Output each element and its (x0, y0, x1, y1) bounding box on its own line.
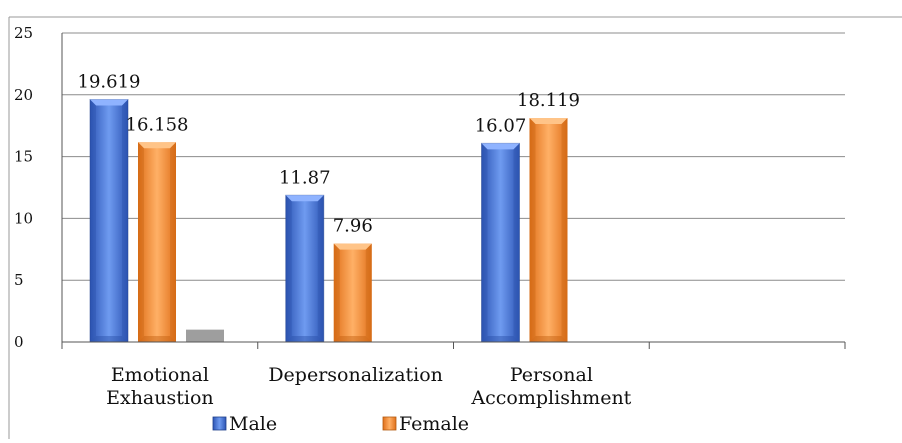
data-label: 11.87 (279, 167, 331, 188)
data-label: 18.119 (517, 90, 580, 111)
bar-bevel-top (138, 142, 176, 149)
bar-bevel-top (481, 143, 520, 150)
category-label: Emotional (111, 364, 209, 386)
bar (529, 118, 568, 342)
data-labels: 19.619 11.87 16.07 16.158 7.96 18.119 (78, 72, 580, 237)
legend-item: Male (212, 413, 277, 435)
bar-bevel-bottom (333, 336, 372, 342)
bar-bevel-right (122, 99, 128, 343)
bars (89, 99, 568, 343)
bar-bevel-left (481, 143, 488, 342)
legend: Male Female (212, 413, 469, 435)
y-tick-label: 15 (14, 148, 33, 166)
legend-label: Male (229, 413, 277, 435)
bar (138, 142, 176, 342)
bar-body (481, 142, 520, 343)
legend-label: Female (399, 413, 469, 435)
gridlines (62, 32, 845, 281)
bar-bevel-right (365, 243, 372, 342)
y-tick-label: 0 (14, 333, 24, 351)
y-tick-label: 5 (14, 271, 24, 289)
bar (89, 99, 129, 343)
category-label: Exhaustion (106, 387, 214, 409)
bar-bevel-top (285, 195, 324, 202)
y-tick-label: 20 (14, 86, 33, 104)
bar-bevel-right (170, 142, 176, 342)
bar-bevel-bottom (138, 336, 176, 342)
category-label: Personal (510, 364, 593, 386)
data-label: 19.619 (78, 72, 141, 93)
bar-body (333, 243, 372, 342)
bar (481, 142, 520, 343)
data-label: 7.96 (333, 216, 373, 237)
bar-body (138, 142, 176, 342)
bar-bevel-bottom (285, 336, 324, 342)
y-tick-label: 10 (14, 209, 33, 227)
bar-bevel-left (138, 142, 144, 342)
category-label: Depersonalization (268, 364, 443, 386)
bar-bevel-right (561, 118, 568, 342)
bar (333, 243, 372, 342)
bar (186, 329, 224, 342)
bar-bevel-top (529, 118, 568, 125)
x-axis (61, 33, 846, 349)
data-label: 16.07 (475, 115, 527, 136)
bar-body (186, 329, 224, 342)
bar-bevel-left (529, 118, 536, 342)
bar-bevel-right (513, 143, 520, 342)
bar-bevel-bottom (90, 336, 128, 342)
bar-bevel-left (90, 99, 96, 343)
legend-swatch (382, 416, 397, 431)
bar (285, 194, 325, 343)
bar-body (529, 118, 568, 342)
legend-item: Female (382, 413, 469, 435)
bar-bevel-left (333, 243, 340, 342)
bar-bevel-bottom (529, 336, 568, 342)
y-axis-tick-labels: 0 5 10 15 20 25 (14, 24, 33, 351)
bar-bevel-bottom (481, 336, 520, 342)
legend-swatch (212, 416, 227, 431)
bar-bevel-top (90, 99, 128, 106)
bar-bevel-left (285, 195, 292, 342)
bar-bevel-top (333, 243, 372, 250)
bar-bevel-right (317, 195, 324, 342)
y-tick-label: 25 (14, 24, 33, 42)
category-label: Accomplishment (470, 387, 631, 409)
data-label: 16.158 (126, 114, 189, 135)
